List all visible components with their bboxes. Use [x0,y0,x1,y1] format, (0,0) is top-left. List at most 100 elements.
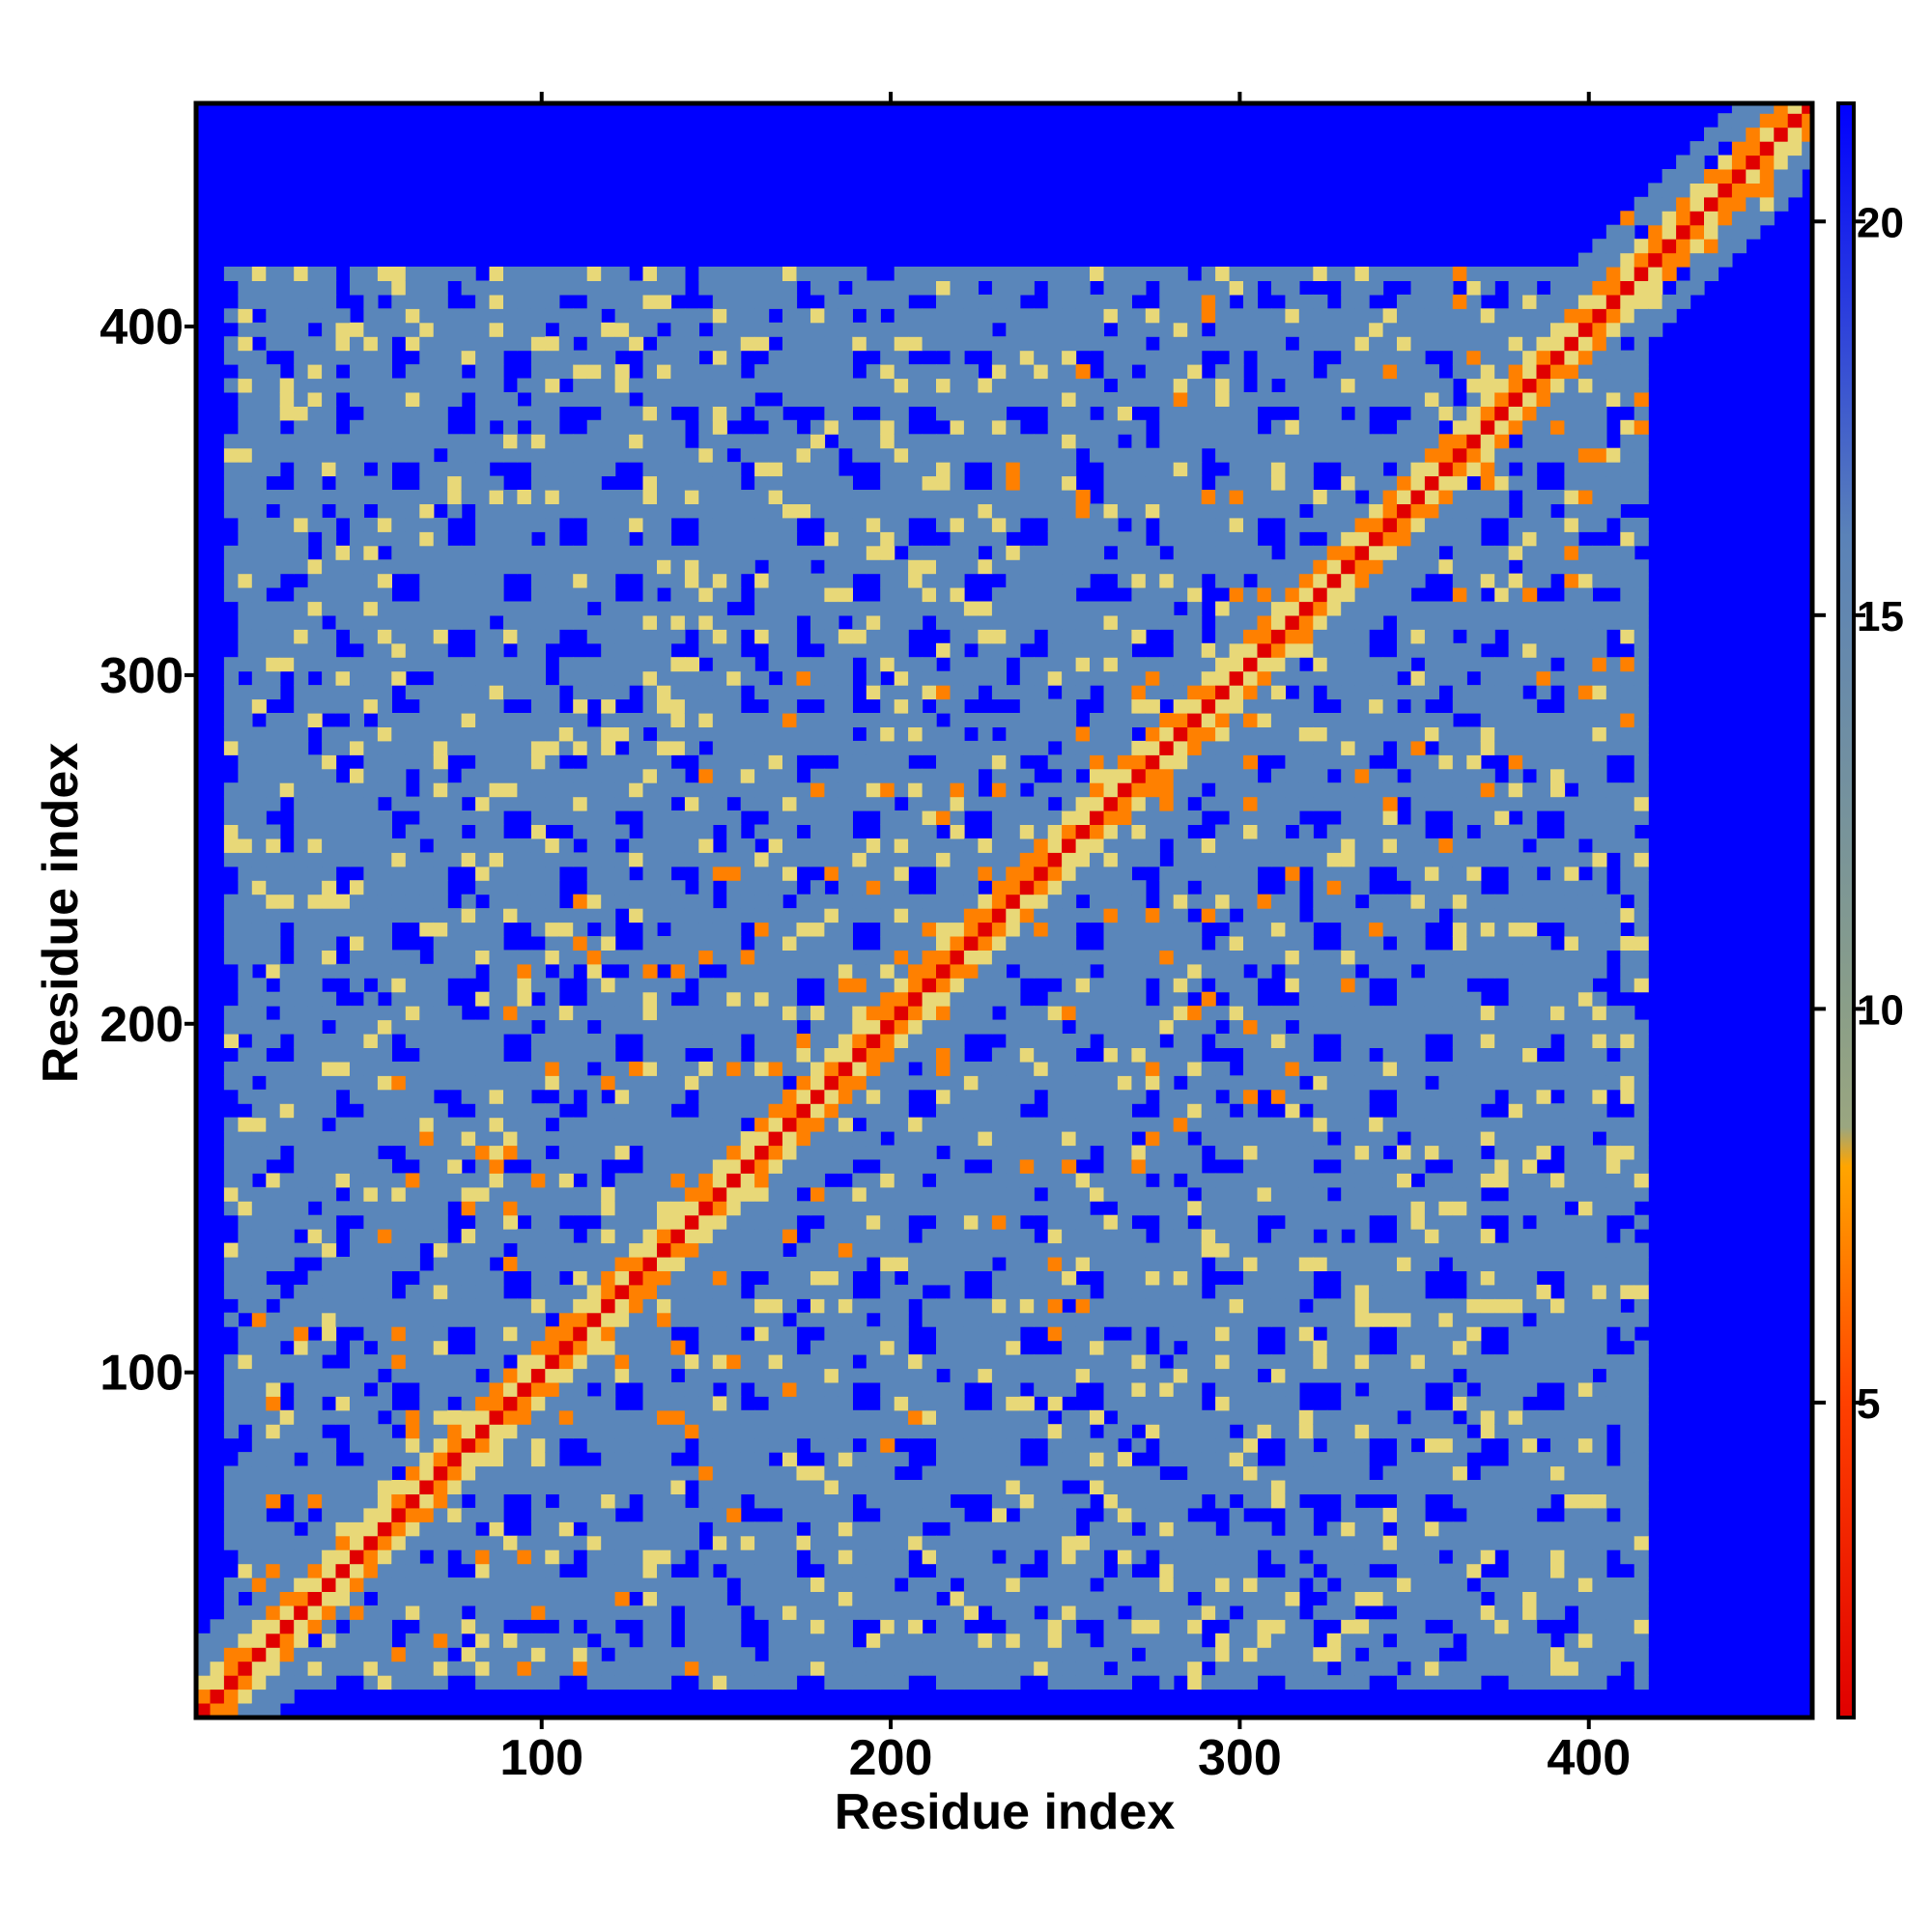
heatmap-cell [796,1061,811,1076]
heatmap-cell [963,1647,979,1662]
heatmap-cell [754,670,770,686]
heatmap-cell [614,1284,630,1299]
heatmap-cell [503,1577,519,1592]
heatmap-cell [335,1409,351,1425]
heatmap-cell [419,1284,435,1299]
heatmap-cell [503,670,519,686]
heatmap-cell [670,1549,686,1565]
heatmap-cell [614,629,630,644]
heatmap-cell [726,1284,742,1299]
heatmap-cell [866,991,881,1007]
heatmap-cell [391,545,407,560]
heatmap-cell [294,1605,309,1620]
heatmap-cell [322,1034,337,1048]
heatmap-cell [335,1312,351,1327]
heatmap-cell [670,768,686,783]
heatmap-cell [670,336,686,352]
heatmap-cell [978,378,993,393]
heatmap-cell [754,713,770,727]
heatmap-cell [629,1298,644,1314]
heatmap-cell [238,490,253,504]
heatmap-cell [503,796,519,811]
heatmap-cell [322,1103,337,1119]
heatmap-cell [223,908,239,923]
heatmap-cell [880,364,895,380]
heatmap-cell [614,364,630,380]
heatmap-cell [530,587,546,603]
heatmap-cell [405,419,420,435]
heatmap-cell [1006,754,1021,770]
heatmap-cell [740,1145,755,1160]
heatmap-cell [545,601,560,616]
heatmap-cell [322,392,337,407]
heatmap-cell [642,475,658,491]
heatmap-cell [530,1605,546,1620]
heatmap-cell [238,1368,253,1383]
heatmap-cell [657,531,672,547]
heatmap-cell [601,419,616,435]
heatmap-cell [810,1158,826,1174]
heatmap-cell [517,740,532,755]
heatmap-cell [614,531,630,547]
heatmap-cell [503,1201,519,1216]
heatmap-cell [461,1089,476,1104]
heatmap-cell [601,1521,616,1537]
heatmap-cell [950,991,965,1007]
heatmap-cell [670,1145,686,1160]
heatmap-cell [1006,894,1021,909]
heatmap-cell [363,1117,379,1132]
heatmap-cell [266,768,281,783]
heatmap-cell [573,1312,588,1327]
heatmap-cell [810,1145,826,1160]
heatmap-cell [991,559,1007,575]
heatmap-cell [950,336,965,352]
heatmap-cell [880,1605,895,1620]
heatmap-cell [978,531,993,547]
heatmap-cell [405,950,420,965]
heatmap-cell [461,267,476,281]
heatmap-cell [629,1131,644,1147]
heatmap-cell [922,936,937,951]
heatmap-cell [251,1521,267,1537]
heatmap-cell [908,1284,923,1299]
heatmap-cell [824,1214,839,1230]
heatmap-cell [558,573,574,588]
heatmap-cell [238,1689,253,1704]
heatmap-cell [517,1173,532,1188]
heatmap-cell [266,1703,281,1718]
heatmap-cell [307,950,323,965]
heatmap-cell [614,406,630,421]
heatmap-cell [629,1577,644,1592]
heatmap-cell [391,838,407,853]
heatmap-cell [503,991,519,1007]
heatmap-cell [978,1019,993,1035]
heatmap-cell [614,1075,630,1091]
heatmap-cell [322,378,337,393]
heatmap-cell [740,1242,755,1258]
heatmap-cell [461,280,476,296]
heatmap-cell [489,378,504,393]
heatmap-cell [503,1549,519,1565]
heatmap-cell [754,1675,770,1690]
heatmap-cell [880,1647,895,1662]
heatmap-cell [405,1591,420,1606]
heatmap-cell [838,1647,853,1662]
heatmap-cell [405,713,420,727]
heatmap-cell [642,1521,658,1537]
heatmap-cell [238,713,253,727]
heatmap-cell [908,614,923,630]
heatmap-cell [447,1006,463,1021]
heatmap-cell [530,824,546,839]
heatmap-cell [350,1535,365,1550]
heatmap-cell [223,1521,239,1537]
heatmap-cell [279,866,295,881]
heatmap-cell [922,978,937,993]
heatmap-cell [880,1340,895,1355]
heatmap-cell [908,545,923,560]
heatmap-cell [586,726,602,742]
heatmap-cell [489,908,504,923]
heatmap-cell [307,642,323,658]
heatmap-cell [307,685,323,700]
heatmap-cell [768,866,783,881]
heatmap-cell [475,294,491,309]
